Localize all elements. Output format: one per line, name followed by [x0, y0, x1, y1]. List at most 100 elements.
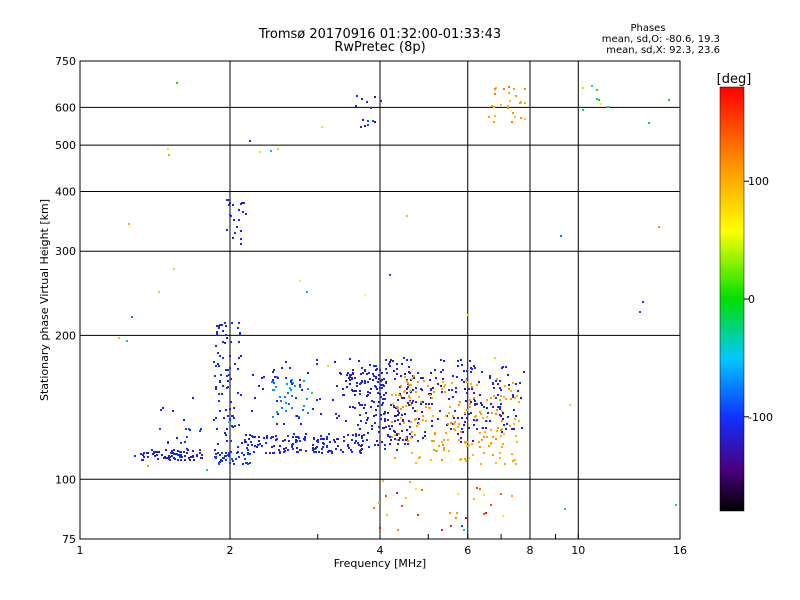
data-point [494, 88, 496, 90]
data-point [363, 434, 365, 436]
data-point [473, 397, 475, 399]
data-point [218, 462, 220, 464]
data-point [316, 440, 318, 442]
y-tick-label: 400 [55, 185, 76, 198]
data-point [245, 462, 247, 464]
data-point [600, 103, 602, 105]
data-point [379, 369, 381, 371]
data-point [407, 386, 409, 388]
data-point [243, 202, 245, 204]
data-point [598, 99, 600, 101]
data-point [486, 416, 488, 418]
data-point [460, 437, 462, 439]
x-tick-label: 2 [227, 544, 234, 557]
data-point [508, 384, 510, 386]
data-point [192, 455, 194, 457]
data-point [232, 237, 234, 239]
data-point [501, 410, 503, 412]
data-point [658, 226, 660, 228]
data-point [511, 121, 513, 123]
data-point [473, 498, 475, 500]
data-point [179, 456, 181, 458]
data-point [394, 434, 396, 436]
data-point [147, 452, 149, 454]
data-point [186, 436, 188, 438]
data-point [213, 361, 215, 363]
data-point [238, 341, 240, 343]
data-point [304, 439, 306, 441]
data-point [316, 363, 318, 365]
data-point [503, 424, 505, 426]
data-point [490, 504, 492, 506]
grid-lines [80, 61, 680, 539]
data-point [371, 428, 373, 430]
data-point [173, 268, 175, 270]
data-point [494, 93, 496, 95]
data-point [215, 453, 217, 455]
data-point [442, 381, 444, 383]
data-point [312, 447, 314, 449]
data-point [451, 389, 453, 391]
data-point [183, 419, 185, 421]
data-point [222, 357, 224, 359]
data-point [422, 377, 424, 379]
data-point [218, 365, 220, 367]
data-point [153, 451, 155, 453]
data-point [421, 489, 423, 491]
data-point [408, 420, 410, 422]
data-point [668, 99, 670, 101]
data-point [501, 420, 503, 422]
data-point [364, 382, 366, 384]
data-point [283, 423, 285, 425]
data-point [489, 420, 491, 422]
data-point [385, 392, 387, 394]
data-point [219, 380, 221, 382]
data-point [501, 446, 503, 448]
data-point [279, 396, 281, 398]
data-point [422, 419, 424, 421]
data-point [385, 426, 387, 428]
data-point [285, 447, 287, 449]
data-point [474, 400, 476, 402]
data-point [258, 385, 260, 387]
data-point [384, 418, 386, 420]
data-point [424, 435, 426, 437]
data-point [312, 408, 314, 410]
data-point [492, 406, 494, 408]
data-point [233, 219, 235, 221]
data-point [214, 449, 216, 451]
data-point [400, 395, 402, 397]
data-point [184, 459, 186, 461]
data-point [307, 388, 309, 390]
data-point [415, 462, 417, 464]
data-point [234, 363, 236, 365]
data-point [483, 436, 485, 438]
y-tick-label: 200 [55, 329, 76, 342]
data-point [397, 414, 399, 416]
data-point [374, 444, 376, 446]
data-point [461, 364, 463, 366]
data-point [441, 459, 443, 461]
data-point [500, 435, 502, 437]
data-point [254, 397, 256, 399]
data-point [313, 451, 315, 453]
data-point [378, 374, 380, 376]
data-point [215, 388, 217, 390]
data-point [295, 436, 297, 438]
data-point [409, 390, 411, 392]
data-point [504, 385, 506, 387]
data-point [476, 487, 478, 489]
data-point [230, 440, 232, 442]
data-point [473, 365, 475, 367]
data-point [496, 409, 498, 411]
data-point [486, 399, 488, 401]
data-point [361, 437, 363, 439]
data-point [273, 382, 275, 384]
data-point [180, 451, 182, 453]
y-axis-ticks: 75 100 200 300 400 500 600 750 [55, 55, 76, 546]
data-point [513, 409, 515, 411]
data-point [227, 369, 229, 371]
data-point [228, 421, 230, 423]
data-point [285, 410, 287, 412]
data-point [192, 397, 194, 399]
